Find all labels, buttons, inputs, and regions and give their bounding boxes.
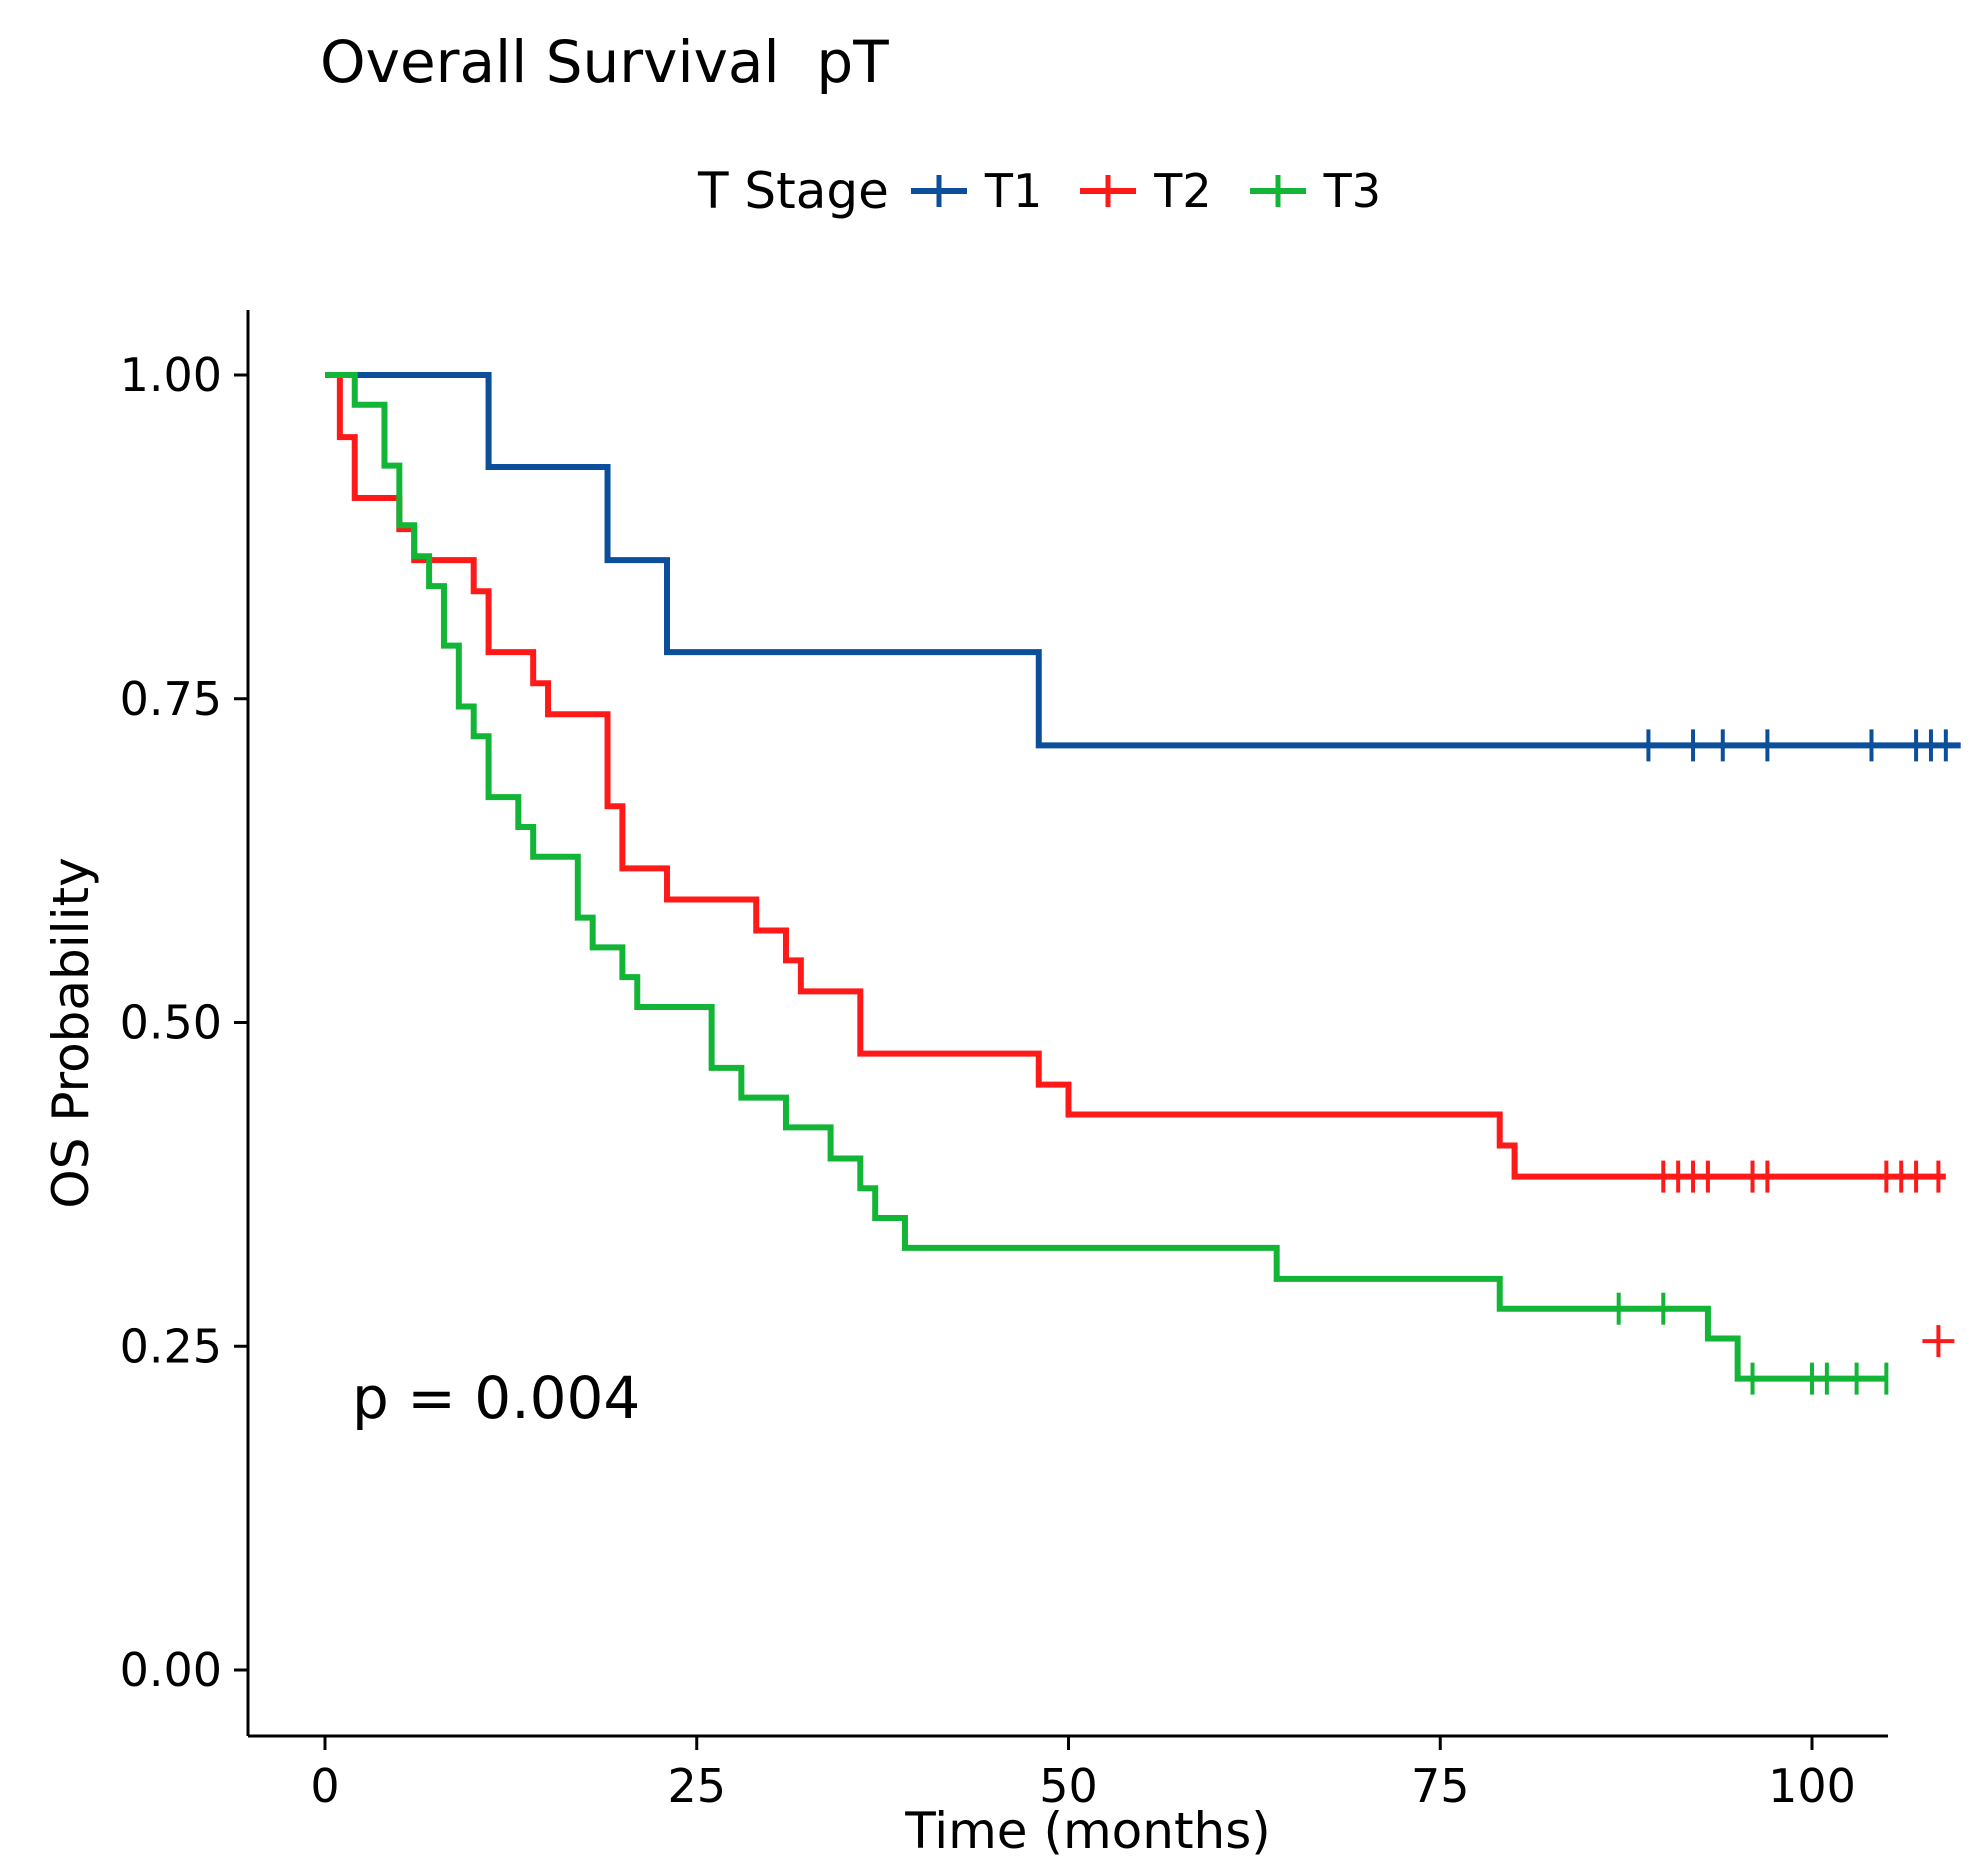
x-axis-title: Time (months) (904, 1802, 1271, 1860)
y-tick-label: 0.50 (120, 996, 222, 1050)
legend-label-t1: T1 (984, 164, 1043, 218)
survival-curve-t1 (325, 372, 1961, 749)
survival-curve-t2 (325, 372, 1946, 1180)
y-tick-label: 0.75 (120, 672, 222, 726)
chart-title: Overall Survival pT (320, 28, 889, 96)
legend-label-t2: T2 (1154, 164, 1212, 218)
p-value-annotation: p = 0.004 (352, 1364, 640, 1432)
x-tick-label: 75 (1411, 1759, 1470, 1813)
legend-key-t1-icon (910, 175, 967, 207)
y-axis-title: OS Probability (42, 857, 100, 1208)
legend-key-t2-icon (1080, 175, 1137, 207)
y-tick-label: 0.25 (120, 1319, 222, 1373)
survival-curve-t3 (325, 372, 1887, 1382)
y-tick-label: 1.00 (120, 348, 222, 402)
survival-curves (325, 372, 1961, 1395)
legend-item-t1: T1 (907, 164, 1068, 218)
x-tick-label: 25 (667, 1759, 726, 1813)
legend-item-t3: T3 (1246, 164, 1407, 218)
legend-item-t2: T2 (1076, 164, 1237, 218)
legend-key-t3-icon (1249, 175, 1306, 207)
x-tick-label: 0 (310, 1759, 339, 1813)
y-axis: 0.00 0.25 0.50 0.75 1.00 (120, 348, 248, 1697)
legend-title: T Stage (698, 162, 889, 220)
x-axis: 0 25 50 75 100 (310, 1736, 1856, 1813)
x-tick-label: 100 (1768, 1759, 1856, 1813)
legend: T Stage T1 T2 T3 (698, 156, 1415, 226)
y-tick-label: 0.00 (120, 1643, 222, 1697)
x-tick-label: 50 (1039, 1759, 1098, 1813)
legend-label-t3: T3 (1323, 164, 1382, 218)
